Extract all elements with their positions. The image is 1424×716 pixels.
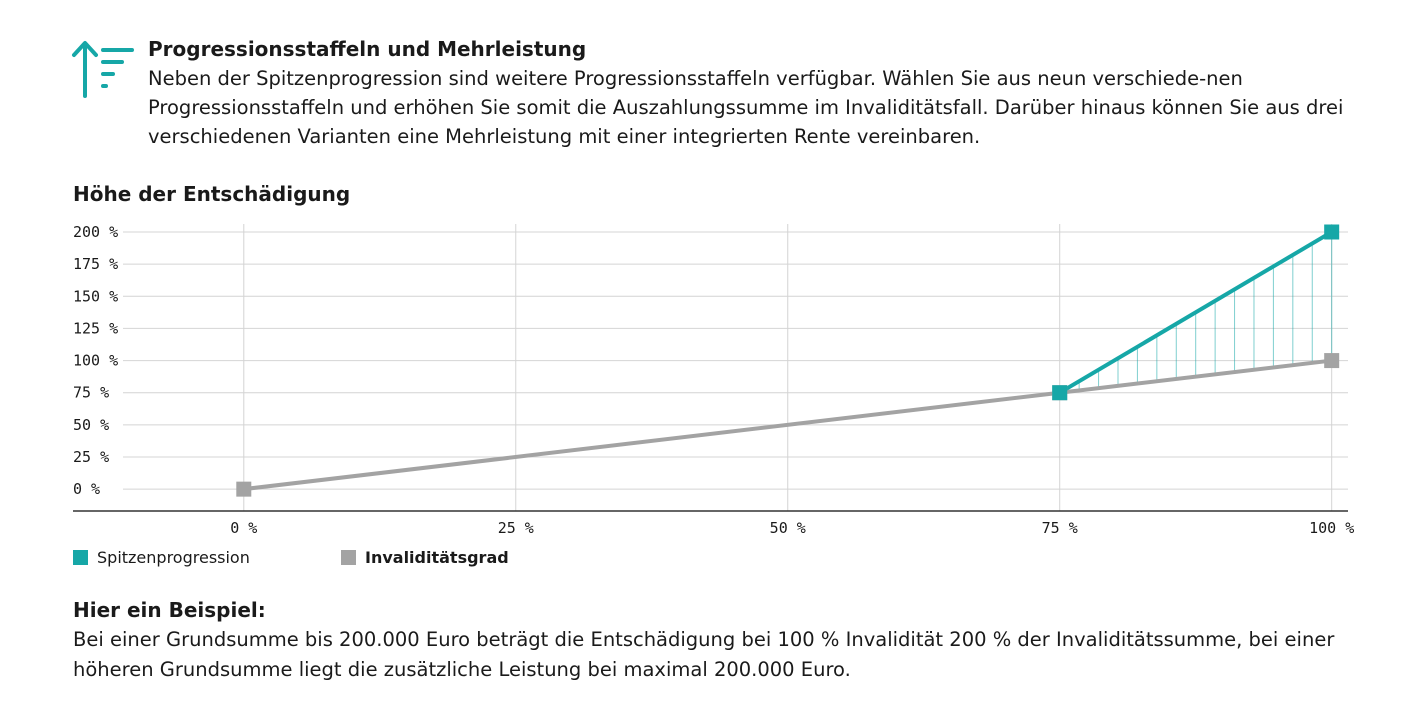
x-tick-label: 100 % — [1309, 519, 1354, 537]
x-tick-label: 50 % — [770, 519, 806, 537]
chart-title: Höhe der Entschädigung — [73, 182, 351, 206]
x-tick-label: 75 % — [1042, 519, 1078, 537]
legend-swatch-gray — [341, 549, 356, 565]
header-text: Neben der Spitzenprogression sind weiter… — [148, 67, 1344, 148]
y-tick-label: 0 % — [73, 480, 100, 498]
legend-item-spitzenprogression: Spitzenprogression — [73, 546, 250, 568]
marker-spitzenprogression — [1052, 385, 1068, 401]
legend-label: Invaliditätsgrad — [365, 547, 509, 567]
y-tick-label: 75 % — [73, 384, 109, 402]
legend-swatch-teal — [73, 549, 88, 565]
y-tick-label: 175 % — [73, 255, 118, 273]
y-tick-label: 100 % — [73, 352, 118, 370]
x-tick-label: 0 % — [230, 519, 257, 537]
series-line-spitzenprogression — [1058, 230, 1333, 395]
example-text: Bei einer Grundsumme bis 200.000 Euro be… — [73, 628, 1335, 681]
y-tick-label: 25 % — [73, 448, 109, 466]
y-tick-label: 200 % — [73, 223, 118, 241]
progression-icon — [72, 41, 134, 98]
legend-label: Spitzenprogression — [97, 547, 250, 567]
marker-invaliditätsgrad — [236, 481, 252, 497]
marker-spitzenprogression — [1324, 224, 1340, 240]
x-tick-label: 25 % — [498, 519, 534, 537]
y-tick-label: 125 % — [73, 319, 118, 337]
example-title: Hier ein Beispiel: — [73, 598, 266, 622]
header-title: Progressionsstaffeln und Mehrleistung — [148, 37, 587, 61]
marker-invaliditätsgrad — [1324, 353, 1340, 369]
legend-item-invaliditaetsgrad: Invaliditätsgrad — [341, 546, 509, 568]
y-tick-label: 150 % — [73, 287, 118, 305]
y-tick-label: 50 % — [73, 416, 109, 434]
